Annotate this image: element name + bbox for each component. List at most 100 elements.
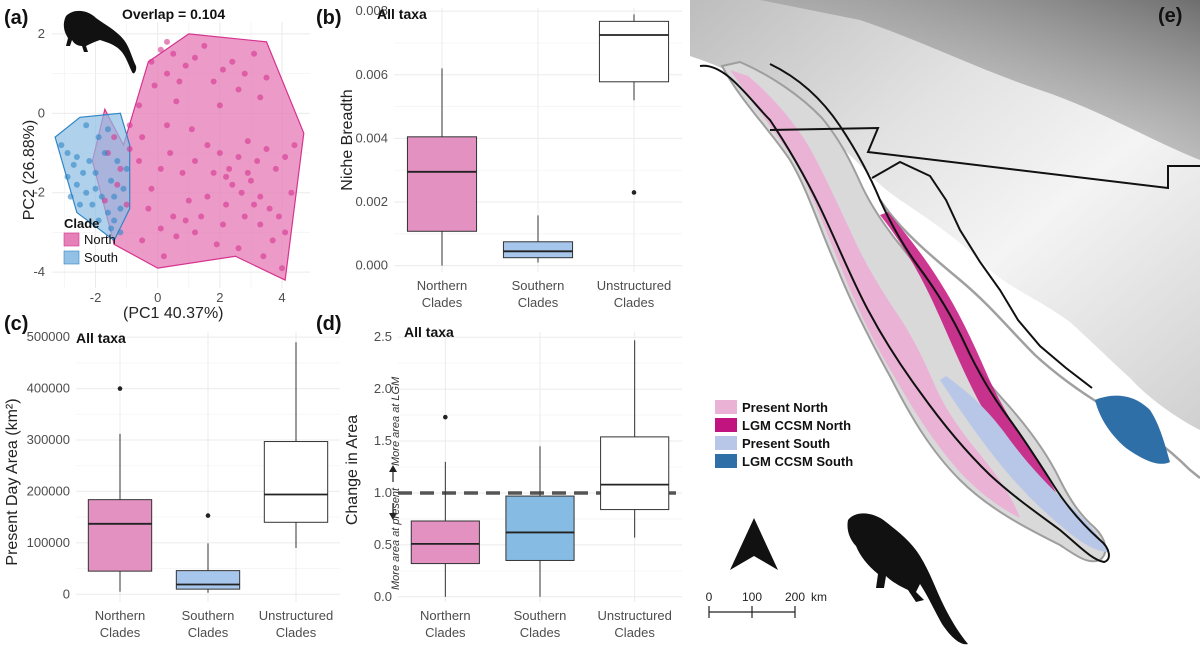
annotation-lgm: More area at LGM xyxy=(389,376,402,482)
x-tick-label: Clades xyxy=(188,625,229,640)
x-tick-label: Clades xyxy=(614,625,655,640)
point-north xyxy=(279,265,286,272)
x-tick-label: 4 xyxy=(278,290,285,305)
box-body xyxy=(175,570,241,590)
point-north xyxy=(123,201,130,208)
point-north xyxy=(136,102,143,109)
x-tick-label: Northern xyxy=(95,608,146,623)
clade-legend: Clade North South xyxy=(63,216,118,265)
point-south xyxy=(117,229,124,236)
point-north xyxy=(266,205,273,212)
point-north xyxy=(263,146,270,153)
point-south xyxy=(92,169,99,176)
y-axis-label: PC2 (26.88%) xyxy=(21,120,38,221)
x-tick-label: Northern xyxy=(420,608,471,623)
point-north xyxy=(241,70,248,77)
point-north xyxy=(219,221,226,228)
x-tick-label: Clades xyxy=(518,295,559,310)
box-southern-clades xyxy=(505,446,575,597)
point-north xyxy=(126,146,133,153)
point-south xyxy=(111,217,118,224)
point-north xyxy=(139,237,146,244)
terrain-dark-shading xyxy=(760,0,1200,160)
panel-d: 0.0 0.5 1.0 1.5 2.0 2.5 Northern Clades Southern… xyxy=(316,313,682,640)
box-body xyxy=(263,441,329,523)
panel-c-label: (c) xyxy=(4,313,28,335)
y-tick-label: 1.0 xyxy=(374,485,392,500)
point-south xyxy=(104,209,111,216)
scale-tick-100: 100 xyxy=(742,590,762,604)
point-south xyxy=(86,157,93,164)
overlap-title: Overlap = 0.104 xyxy=(122,6,225,22)
y-tick-label: 1.5 xyxy=(374,433,392,448)
point-north xyxy=(185,197,192,204)
point-north xyxy=(244,138,251,145)
terrain-shading xyxy=(690,0,1200,430)
point-south xyxy=(73,181,80,188)
point-north xyxy=(282,153,289,160)
y-axis-label-niche: Niche Breadth xyxy=(339,89,356,190)
present-north-range xyxy=(730,70,1020,518)
panel-a: -2 0 2 4 2 0 -2 -4 (a) Overlap = 0.104 (PC1 40.… xyxy=(4,6,310,322)
y-tick-label: 2.0 xyxy=(374,381,392,396)
point-north xyxy=(244,169,251,176)
point-north xyxy=(247,177,254,184)
point-north xyxy=(291,142,298,149)
point-north xyxy=(235,86,242,93)
point-north xyxy=(223,173,230,180)
y-tick-label: 300000 xyxy=(27,432,70,447)
y-tick-label: 0 xyxy=(63,586,70,601)
point-south xyxy=(123,165,130,172)
box-northern-clades xyxy=(87,386,153,592)
point-north xyxy=(229,58,236,65)
point-north xyxy=(157,225,164,232)
region-boundary xyxy=(699,63,1110,564)
legend-present-south: Present South xyxy=(742,436,830,451)
x-tick-label: Clades xyxy=(276,625,317,640)
panel-c: 0 100000 200000 300000 400000 500000 Northern C… xyxy=(4,313,340,640)
point-north xyxy=(216,150,223,157)
annotation-lgm-text: More area at LGM xyxy=(390,376,402,466)
box-body xyxy=(406,136,478,232)
box-unstructured-clades xyxy=(263,342,329,548)
scale-unit: km xyxy=(811,590,827,604)
point-north xyxy=(170,50,177,57)
panel-b: 0.000 0.002 0.004 0.006 0.008 Northern Clades S… xyxy=(316,3,682,310)
y-tick-label: -2 xyxy=(33,185,45,200)
point-north xyxy=(198,213,205,220)
x-tick-label: Clades xyxy=(614,295,655,310)
y-tick-label: 2.5 xyxy=(374,329,392,344)
point-south xyxy=(67,193,74,200)
outlier-point xyxy=(631,190,637,195)
scale-tick-0: 0 xyxy=(706,590,713,604)
legend-swatch-lgm-north xyxy=(715,418,737,432)
y-tick-label: 200000 xyxy=(27,483,70,498)
legend-lgm-north: LGM CCSM North xyxy=(742,418,851,433)
x-tick-label: Unstructured xyxy=(597,608,671,623)
y-tick-label: 0.006 xyxy=(355,67,388,82)
point-north xyxy=(191,157,198,164)
x-tick-label: 0 xyxy=(154,290,161,305)
point-south xyxy=(95,217,102,224)
x-tick-label: 2 xyxy=(216,290,223,305)
point-north xyxy=(173,98,180,105)
point-north xyxy=(188,126,195,133)
point-north xyxy=(139,134,146,141)
point-south xyxy=(120,185,127,192)
legend-label-south: South xyxy=(84,250,118,265)
legend-swatch-present-north xyxy=(715,400,737,414)
legend-label-north: North xyxy=(84,232,116,247)
x-tick-label: Northern xyxy=(417,278,468,293)
point-north xyxy=(176,78,183,85)
y-axis-label-area: Present Day Area (km²) xyxy=(4,398,21,565)
point-south xyxy=(101,150,108,157)
point-north xyxy=(170,213,177,220)
point-south xyxy=(83,122,90,129)
map-legend: Present North LGM CCSM North Present Sou… xyxy=(715,400,853,469)
y-axis-label-change: Change in Area xyxy=(344,415,361,525)
point-north xyxy=(160,253,167,260)
point-north xyxy=(182,62,189,69)
point-south xyxy=(114,157,121,164)
panel-b-title: All taxa xyxy=(377,6,427,22)
point-north xyxy=(191,54,198,61)
